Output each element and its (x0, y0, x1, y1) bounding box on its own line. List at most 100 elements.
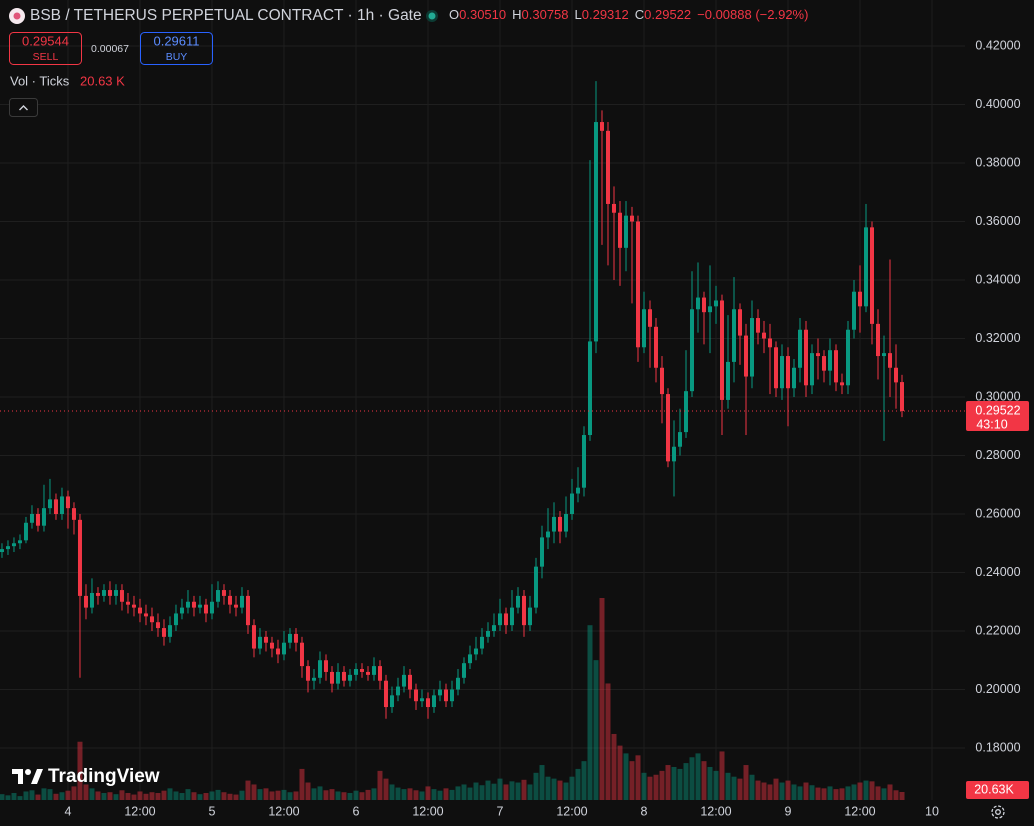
candle-body (371, 666, 376, 675)
candle-body (653, 326, 658, 368)
legend-key: C (635, 7, 644, 22)
volume-bar (563, 782, 569, 800)
legend-value: 0.29312 (582, 7, 629, 22)
volume-bar (305, 782, 311, 800)
legend-change: −0.00888 (−2.92%) (697, 7, 808, 22)
volume-bar (659, 770, 665, 800)
candle-body (305, 666, 310, 681)
volume-bar (503, 784, 509, 800)
sell-label[interactable]: SELL (33, 51, 59, 63)
candle-body (845, 329, 850, 386)
volume-bar (707, 766, 713, 800)
volume-bar (59, 792, 65, 800)
volume-bar (329, 789, 335, 800)
candle-body (479, 636, 484, 649)
collapse-button[interactable] (9, 98, 38, 117)
volume-bar (449, 789, 455, 800)
volume-bar (467, 787, 473, 800)
buy-label[interactable]: BUY (166, 51, 188, 63)
volume-bar (491, 783, 497, 800)
volume-bar (623, 753, 629, 800)
volume-bar (815, 787, 821, 800)
candle-body (227, 595, 232, 605)
volume-bar (107, 792, 113, 800)
volume-bar (581, 761, 587, 800)
x-tick-label: 12:00 (124, 804, 155, 818)
volume-bar (137, 791, 143, 800)
volume-bar (767, 784, 773, 800)
volume-bar (371, 788, 377, 800)
candle-body (47, 499, 52, 509)
volume-bar (275, 790, 281, 800)
candle-body (317, 660, 322, 678)
candle-body (893, 367, 898, 383)
candle-body (695, 297, 700, 310)
chart-title[interactable]: BSB / TETHERUS PERPETUAL CONTRACT · 1h ·… (30, 7, 422, 24)
volume-bar (155, 793, 161, 800)
candle-body (833, 350, 838, 383)
volume-bar (599, 598, 605, 800)
volume-bar (0, 794, 5, 800)
volume-bar (257, 789, 263, 800)
y-tick-label: 0.24000 (975, 565, 1020, 579)
candle-body (407, 674, 412, 690)
candle-body (95, 592, 100, 596)
volume-bar (161, 790, 167, 800)
buy-button[interactable] (140, 32, 213, 65)
candle-body (557, 516, 562, 532)
volume-bar (461, 784, 467, 800)
candle-body (725, 361, 730, 400)
volume-bar (473, 782, 479, 800)
candle-body (515, 595, 520, 608)
x-tick-label: 12:00 (700, 804, 731, 818)
volume-bar (245, 780, 251, 800)
volume-bar (695, 753, 701, 800)
candle-body (113, 590, 118, 596)
brand-mark-dot (25, 769, 31, 775)
candle-body (521, 595, 526, 626)
candle-body (467, 654, 472, 664)
sell-button[interactable] (9, 32, 82, 65)
volume-bar (395, 787, 401, 800)
candle-body (23, 522, 28, 541)
volume-bar (29, 790, 35, 800)
volume-bar (35, 794, 41, 800)
settings-button[interactable] (991, 805, 1005, 819)
candle-body (71, 508, 76, 520)
candle-body (689, 309, 694, 392)
gear-outer (991, 805, 1005, 819)
spread: 0.00067 (91, 43, 129, 55)
volume-bar (377, 770, 383, 800)
candle-body (815, 353, 820, 357)
volume-bar (797, 786, 803, 800)
volume-bar (833, 789, 839, 800)
candle-body (155, 622, 160, 629)
volume-bar (263, 788, 269, 800)
candle-body (275, 648, 280, 655)
candle-body (773, 347, 778, 389)
candle-body (605, 130, 610, 204)
candle-body (287, 633, 292, 643)
price-pane (0, 81, 965, 719)
grid (0, 0, 965, 800)
candle-body (395, 686, 400, 696)
candle-body (491, 625, 496, 631)
ohlc-legend: O0.30510 H0.30758 L0.29312 C0.29522 −0.00888… (449, 7, 808, 22)
candle-body (143, 613, 148, 617)
candle-body (245, 595, 250, 626)
last-price-box (966, 400, 1029, 431)
y-tick-label: 0.36000 (975, 214, 1020, 228)
volume-bar (89, 788, 95, 800)
sell-price[interactable]: 0.29544 (22, 33, 69, 48)
candle-body (443, 689, 448, 702)
volume-bar (71, 786, 77, 800)
volume-bar (749, 774, 755, 800)
volume-bar (209, 791, 215, 800)
volume-bar (683, 763, 689, 800)
candle-body (707, 306, 712, 313)
volume-bar (77, 741, 83, 800)
candle-body (263, 636, 268, 643)
legend-key: O (449, 7, 459, 22)
buy-price[interactable]: 0.29611 (153, 33, 199, 48)
